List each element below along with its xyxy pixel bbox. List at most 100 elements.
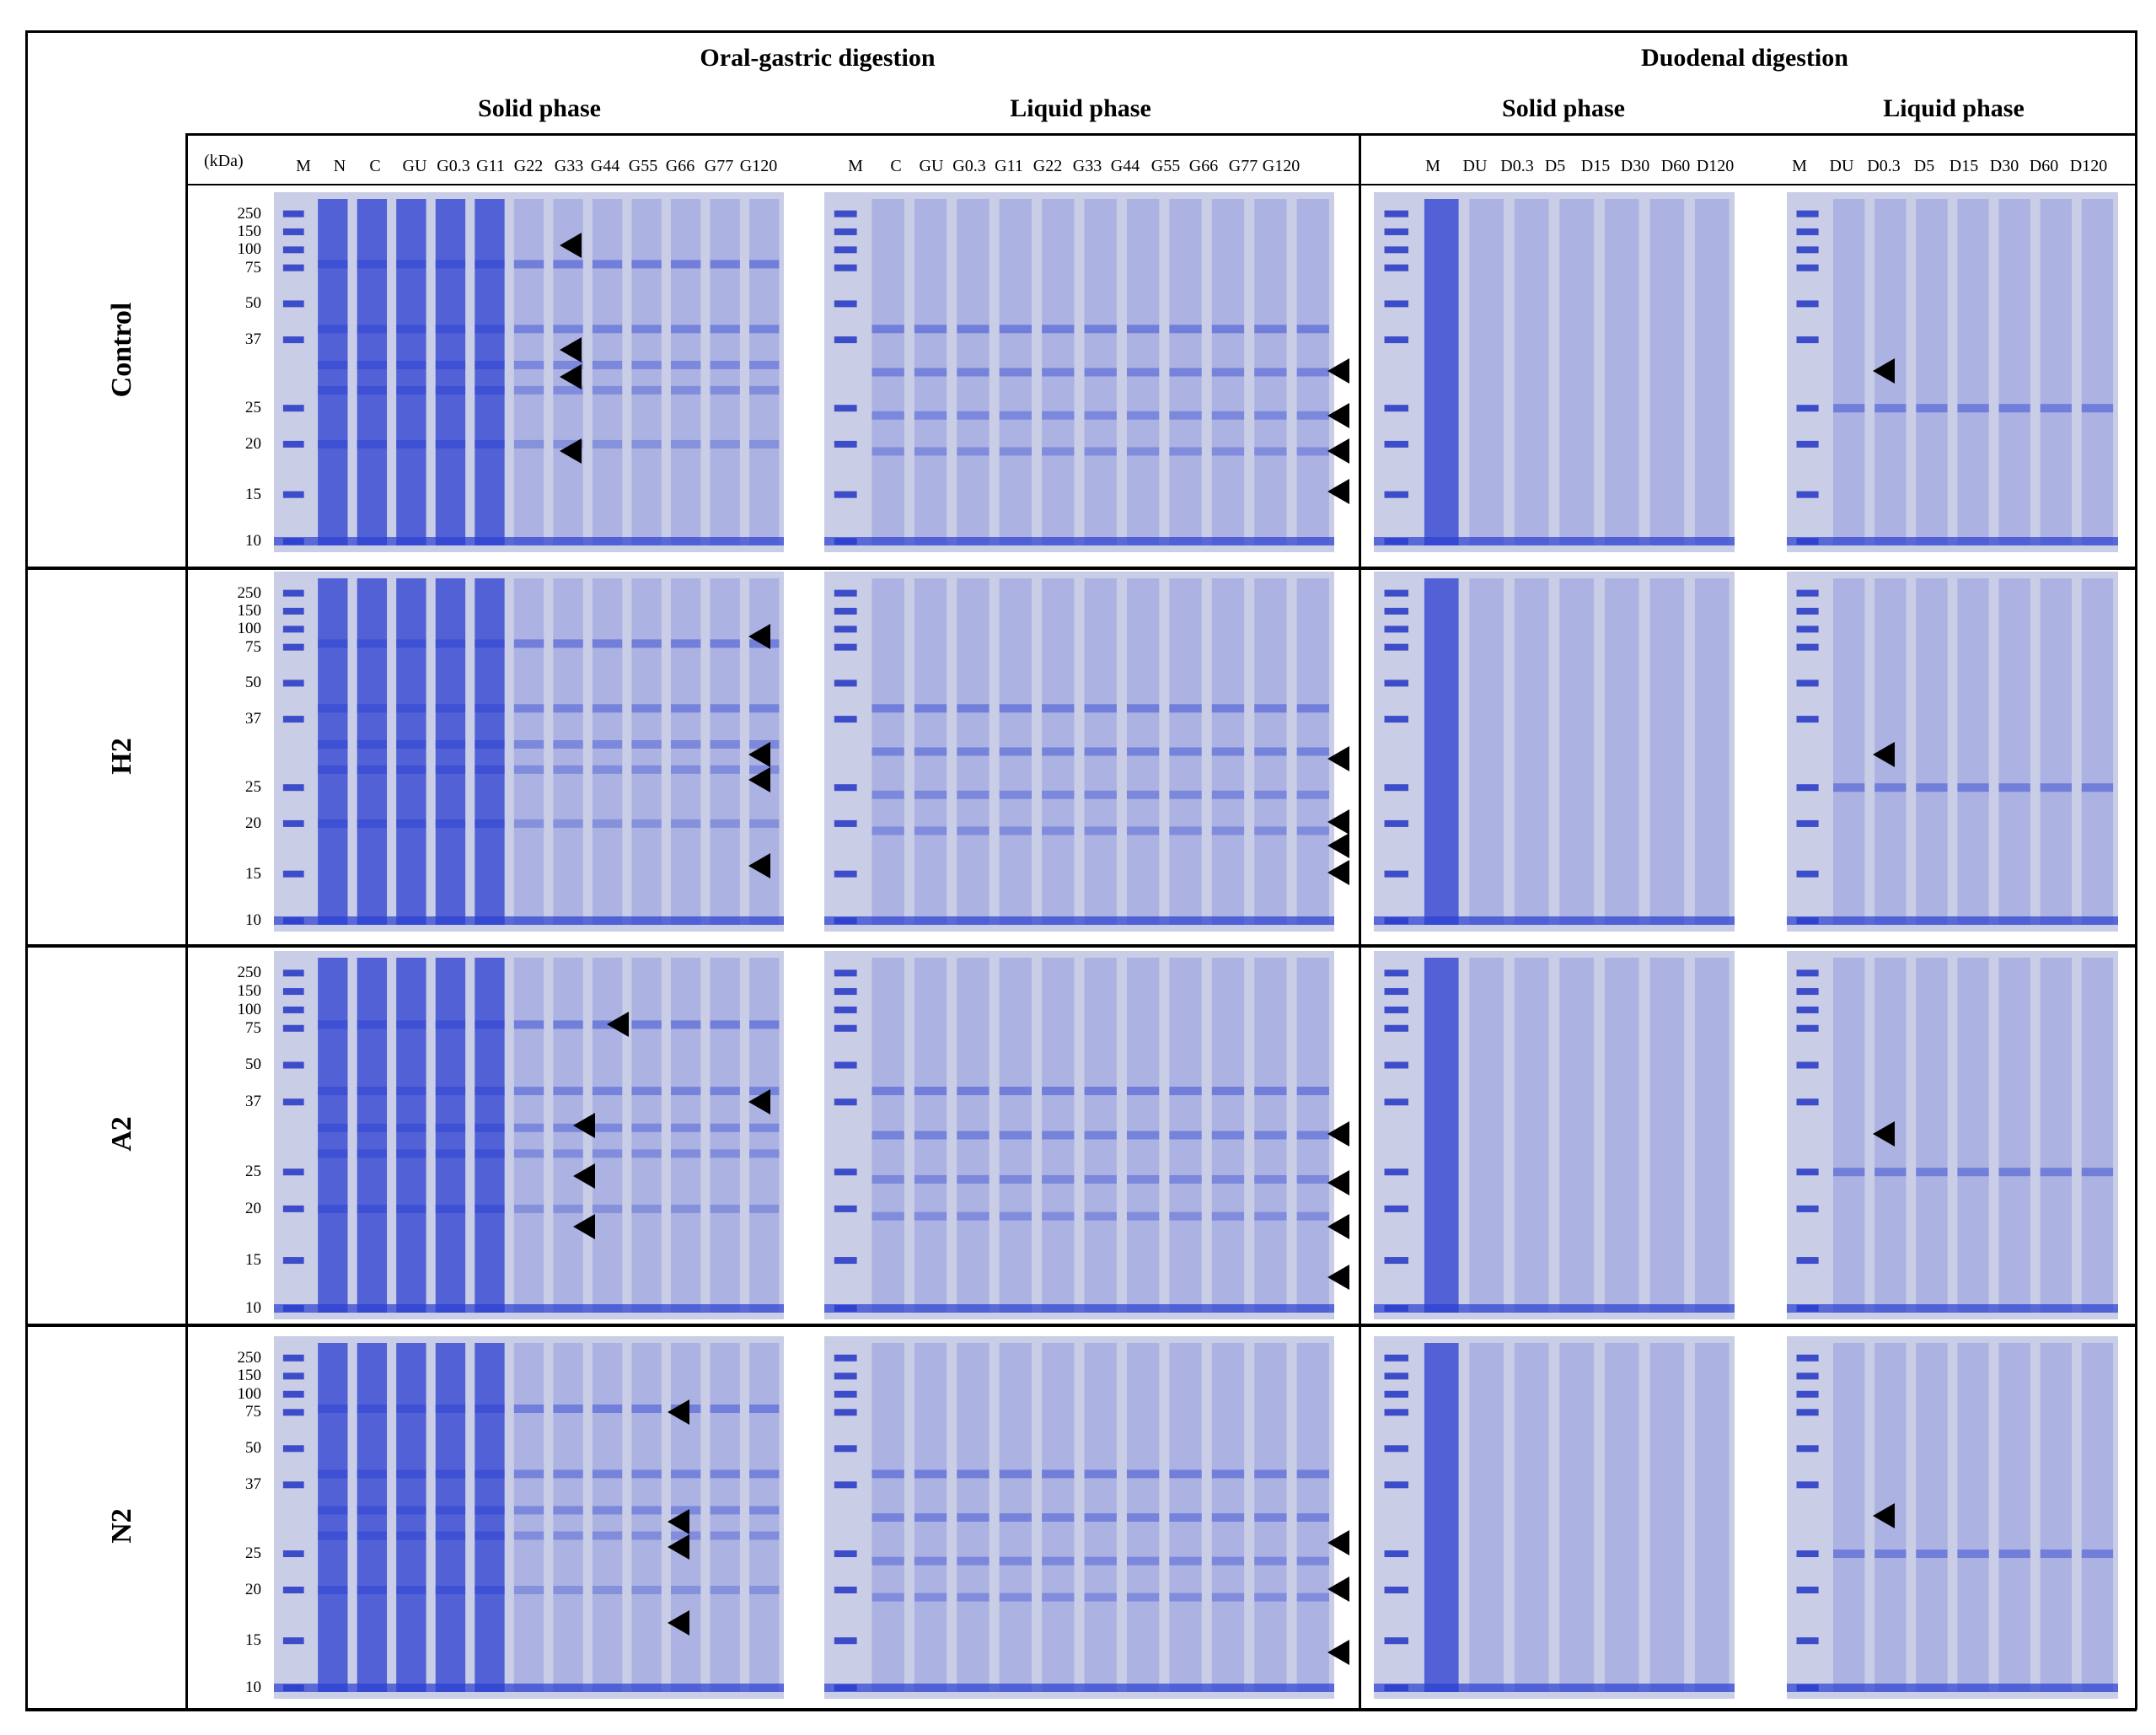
band-arrow [1327,860,1349,885]
protein-band [318,385,348,395]
row-divider-line [25,1324,2137,1327]
protein-band [1254,1131,1287,1140]
protein-band [357,1123,388,1132]
sample-lane [1211,199,1245,545]
band-arrow [1327,1265,1349,1290]
sample-lane [999,199,1032,545]
band-arrow [668,1399,689,1425]
protein-band [1042,1131,1075,1140]
marker-band [1384,819,1408,827]
marker-band [834,607,857,615]
protein-band [513,1531,544,1540]
protein-band [872,325,904,334]
sample-lane [1296,1343,1329,1692]
sample-lane [318,958,348,1313]
protein-band [553,1586,583,1594]
protein-band [475,1531,505,1540]
gel-panel [824,572,1334,932]
sample-lane [1649,958,1685,1313]
lane-label: M [848,157,863,175]
protein-band [553,739,583,749]
gel-image [274,958,784,1313]
sample-lane [513,958,544,1313]
marker-band [282,589,304,597]
lane-label: G66 [665,157,695,175]
lane-label: G77 [704,157,734,175]
protein-band [957,747,990,756]
protein-band [749,1469,780,1479]
lane-label: N [333,157,346,175]
marker-band [1384,210,1408,218]
protein-band [872,1593,904,1602]
protein-band [999,1513,1032,1522]
protein-band [1126,1513,1160,1522]
lane-label: D30 [1620,157,1650,175]
marker-band [1384,405,1408,412]
protein-band [1211,1513,1245,1522]
protein-band [710,1506,740,1515]
protein-band [670,360,701,369]
sample-lane [1998,1343,2030,1692]
protein-band [872,1513,904,1522]
sample-lane [553,578,583,925]
lane-label: G44 [1110,157,1140,175]
sample-lane [1169,199,1202,545]
marker-band [1796,210,1819,218]
protein-band [1084,704,1117,713]
marker-band [282,870,304,878]
sample-lane [1254,958,1287,1313]
protein-band [749,704,780,713]
protein-band [1042,1174,1075,1184]
sample-lane [1169,578,1202,925]
protein-band [1211,1087,1245,1096]
protein-band [553,1531,583,1540]
protein-band [1042,325,1075,334]
protein-band [357,739,388,749]
mw-label: 37 [245,330,261,349]
sample-lane [1126,958,1160,1313]
marker-band [834,1587,857,1593]
protein-band [872,368,904,377]
protein-band [475,385,505,395]
protein-band [1169,325,1202,334]
protein-band [435,1149,466,1158]
protein-band [318,439,348,449]
lane-label: G66 [1188,157,1219,175]
gel-image [1374,958,1735,1313]
protein-band [1211,368,1245,377]
protein-band [1211,1174,1245,1184]
protein-band [710,260,740,269]
protein-band [710,325,740,334]
protein-band [553,639,583,648]
protein-band [396,1087,426,1096]
protein-band [631,1149,662,1158]
sample-lane [1514,578,1549,925]
protein-band [1084,368,1117,377]
sample-lane [2081,578,2114,925]
sample-lane [1084,958,1117,1313]
protein-band [872,1087,904,1096]
protein-band [1084,826,1117,835]
marker-band [834,228,857,235]
protein-band [513,260,544,269]
protein-band [1254,325,1287,334]
protein-band [670,1123,701,1132]
marker-band [834,1481,857,1489]
sample-lane [749,1343,780,1692]
protein-band [914,1469,947,1479]
label-column-line [185,133,188,1710]
protein-band [670,739,701,749]
sample-lane [1833,199,1865,545]
protein-band [1126,1556,1160,1566]
mw-label: 75 [245,1403,261,1421]
protein-band [553,260,583,269]
protein-band [1296,1513,1329,1522]
marker-band [1796,1006,1819,1013]
marker-band [1796,1061,1819,1069]
protein-band [475,325,505,334]
marker-band [282,1390,304,1398]
marker-band [282,210,304,218]
gel-panel [274,572,784,932]
protein-band [1254,1513,1287,1522]
marker-band [1796,491,1819,498]
